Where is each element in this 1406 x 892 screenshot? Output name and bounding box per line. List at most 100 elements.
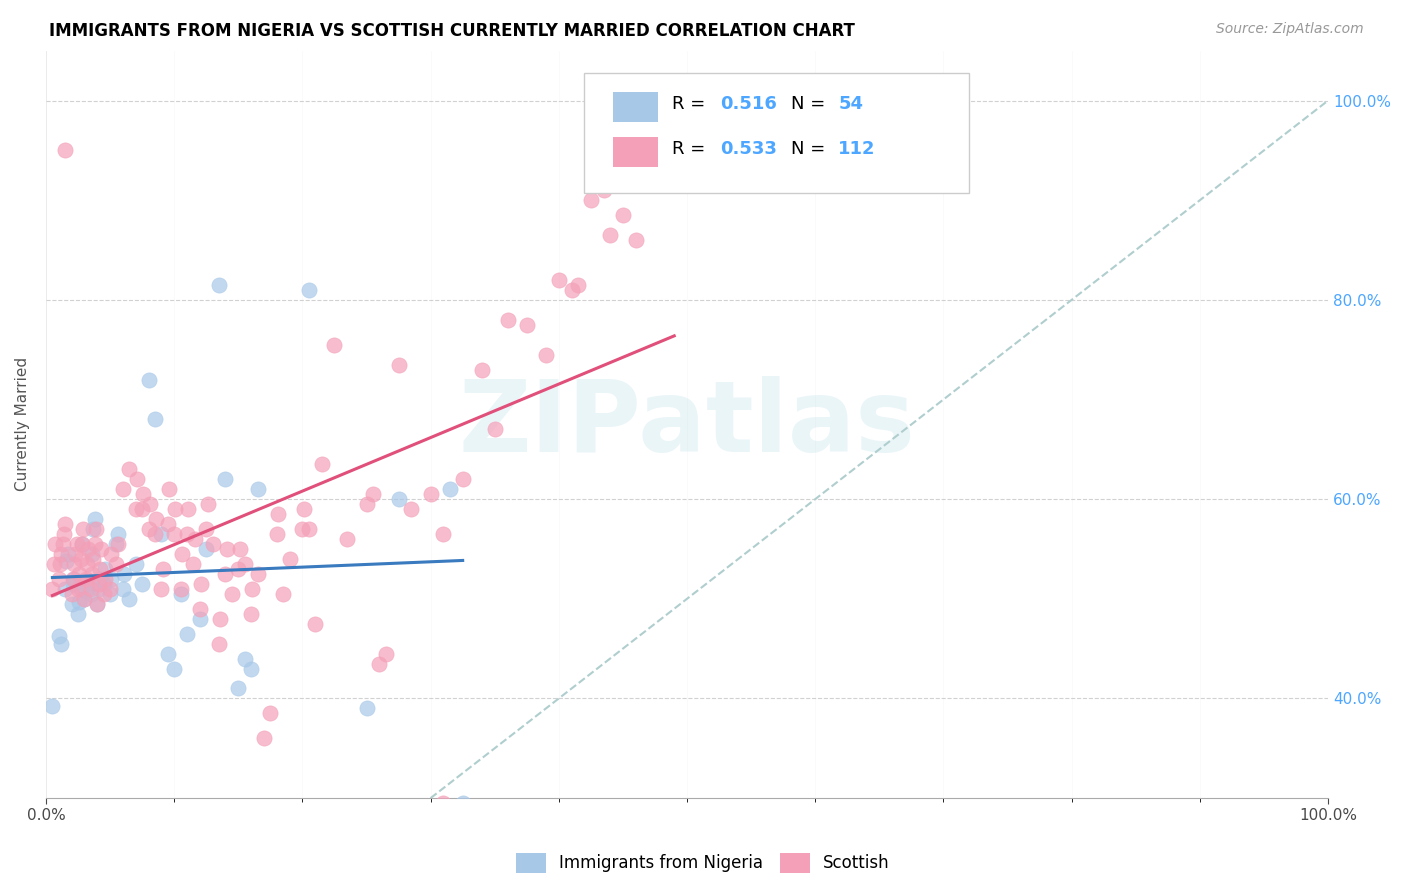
Point [233,557,256,571]
Point [87,576,110,591]
Point [374,647,396,661]
Point [356,497,378,511]
Point [278,552,301,566]
Point [80,587,103,601]
Point [75,572,97,586]
Point [86,597,108,611]
Text: N =: N = [792,140,831,159]
Point [439,482,461,496]
Point [177,502,200,516]
Point [156,647,179,661]
Point [188,612,211,626]
Point [259,706,281,721]
Point [336,532,359,546]
Point [65,547,87,561]
Point [42,557,65,571]
Point [214,566,236,581]
Point [131,576,153,591]
Point [215,541,238,556]
Point [304,616,326,631]
Point [432,527,454,541]
Point [94,572,117,586]
Point [125,557,148,571]
Point [561,283,583,297]
Point [107,527,129,541]
Point [77,541,100,556]
FancyBboxPatch shape [613,136,658,167]
Point [201,537,224,551]
Point [176,527,198,541]
Point [152,562,174,576]
Text: R =: R = [672,95,710,113]
Point [183,532,205,546]
Point [292,502,315,516]
Point [94,562,117,576]
Point [387,358,409,372]
Point [145,512,167,526]
Point [226,681,249,696]
Point [176,626,198,640]
Point [52,527,75,541]
Point [48,629,70,643]
Point [496,312,519,326]
Point [291,522,314,536]
Point [66,537,89,551]
Point [98,582,121,596]
Point [387,492,409,507]
Point [100,572,122,586]
FancyBboxPatch shape [585,73,969,193]
Point [111,582,134,596]
Point [579,193,602,207]
Point [60,597,83,611]
Text: R =: R = [672,140,710,159]
Point [183,557,205,571]
Point [240,607,263,621]
Point [82,566,104,581]
Point [311,457,333,471]
Point [139,497,162,511]
Point [51,547,73,561]
Point [266,527,288,541]
Point [41,582,63,596]
Point [83,512,105,526]
Point [70,537,93,551]
Point [132,487,155,501]
Point [111,482,134,496]
Point [80,582,103,596]
Point [118,591,141,606]
Point [51,637,73,651]
Point [82,552,104,566]
Point [323,337,346,351]
Point [55,554,77,568]
Point [118,462,141,476]
Point [271,587,294,601]
Text: 0.516: 0.516 [720,95,778,113]
Point [214,472,236,486]
Point [163,661,186,675]
Point [209,612,232,626]
Y-axis label: Currently Married: Currently Married [15,358,30,491]
Point [195,522,218,536]
Point [197,497,219,511]
Point [664,123,686,137]
Point [226,562,249,576]
Point [125,472,148,486]
Point [66,582,89,596]
Point [157,482,180,496]
Point [484,422,506,436]
Point [592,183,614,197]
Point [208,277,231,292]
Point [86,597,108,611]
Point [44,537,66,551]
Point [356,701,378,715]
Point [253,731,276,746]
Point [612,208,634,222]
Point [41,699,63,714]
Point [100,547,122,561]
Point [163,527,186,541]
Text: 54: 54 [838,95,863,113]
Point [246,566,269,581]
Point [52,537,75,551]
Point [221,587,243,601]
Point [69,582,91,596]
